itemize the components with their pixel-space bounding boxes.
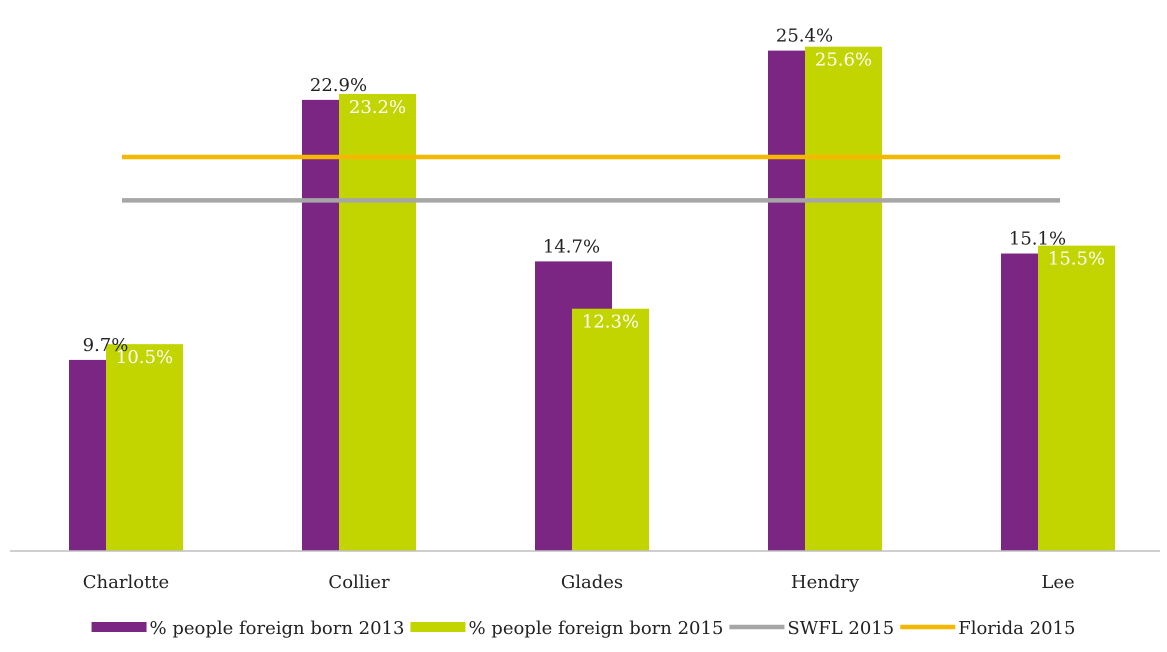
legend-item-people-foreign-born-2013: % people foreign born 2013 (91, 618, 405, 639)
legend-item-swfl-2015: SWFL 2015 (729, 618, 894, 639)
category-label-charlotte: Charlotte (83, 572, 169, 593)
legend-swatch (410, 622, 466, 632)
data-label-collier-series-2: 23.2% (349, 97, 406, 118)
bar-hendry-series-2 (805, 46, 882, 552)
category-label-lee: Lee (1041, 572, 1074, 593)
legend-label: % people foreign born 2013 (150, 618, 405, 639)
data-label-charlotte-series-2: 10.5% (116, 347, 173, 368)
data-label-collier-series-1: 22.9% (310, 75, 367, 96)
category-label-hendry: Hendry (791, 572, 860, 593)
bar-collier-series-2 (339, 93, 416, 552)
legend-label: Florida 2015 (958, 618, 1075, 639)
bar-lee-series-2 (1038, 245, 1115, 551)
legend-swatch (91, 622, 147, 632)
data-label-hendry-series-2: 25.6% (815, 50, 872, 71)
bar-glades-series-2 (572, 308, 649, 551)
bar-charlotte-series-2 (106, 344, 183, 551)
data-label-glades-series-2: 12.3% (582, 312, 639, 333)
data-label-lee-series-2: 15.5% (1048, 249, 1105, 270)
legend-item-florida-2015: Florida 2015 (900, 618, 1075, 639)
data-label-lee-series-1: 15.1% (1009, 229, 1066, 250)
legend-item-people-foreign-born-2015: % people foreign born 2015 (410, 618, 723, 639)
category-label-collier: Collier (328, 572, 390, 593)
category-label-glades: Glades (561, 572, 623, 593)
data-label-glades-series-1: 14.7% (543, 236, 600, 257)
data-label-charlotte-series-1: 9.7% (83, 335, 129, 356)
data-label-hendry-series-1: 25.4% (776, 26, 833, 47)
legend-label: SWFL 2015 (787, 618, 894, 639)
legend-label: % people foreign born 2015 (468, 618, 723, 639)
